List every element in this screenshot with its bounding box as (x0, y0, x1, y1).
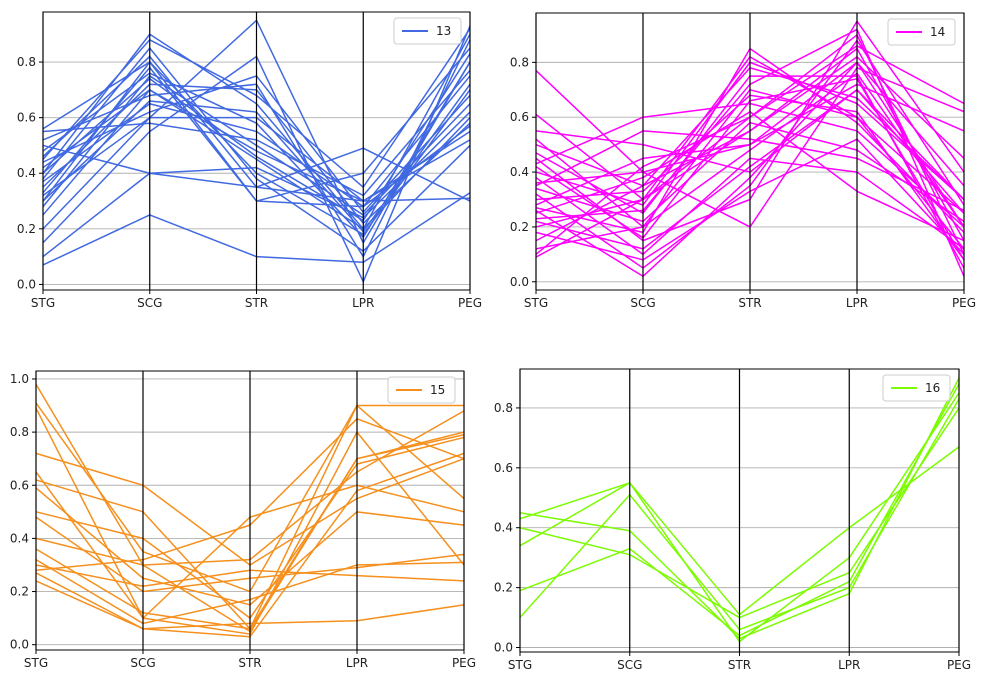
y-tick-label: 0.4 (10, 531, 29, 545)
x-tick-label: PEG (458, 296, 482, 310)
x-tick-label: LPR (352, 296, 374, 310)
y-tick-label: 0.0 (510, 275, 529, 289)
y-tick-label: 0.6 (494, 461, 513, 475)
chart-panel-16: 0.0 0.2 0.4 0.6 0.8 STG SCG STR LPR PEG 16 (490, 355, 983, 688)
x-tick-label: STG (24, 656, 48, 670)
x-tick-label: STR (245, 296, 268, 310)
parallel-chart-14: 0.0 0.2 0.4 0.6 0.8 STG SCG STR LPR PEG 14 (510, 12, 976, 310)
y-tick-label: 0.2 (17, 222, 36, 236)
x-tick-label: SCG (137, 296, 162, 310)
x-tick-label: SCG (617, 658, 642, 672)
y-tick-label: 0.6 (510, 110, 529, 124)
y-tick-label: 0.2 (10, 585, 29, 599)
y-tick-label: 0.6 (10, 478, 29, 492)
parallel-chart-15: 0.0 0.2 0.4 0.6 0.8 1.0 STG SCG STR LPR PEG 15 (10, 370, 476, 670)
x-tick-label: STR (738, 296, 761, 310)
y-tick-label: 0.8 (17, 55, 36, 69)
y-tick-label: 0.4 (17, 166, 36, 180)
x-tick-label: LPR (838, 658, 860, 672)
legend-label: 14 (930, 25, 945, 39)
y-tick-label: 0.2 (494, 581, 513, 595)
parallel-chart-16: 0.0 0.2 0.4 0.6 0.8 STG SCG STR LPR PEG 16 (494, 368, 971, 672)
y-tick-label: 0.4 (510, 165, 529, 179)
legend-label: 15 (430, 383, 445, 397)
x-tick-label: LPR (346, 656, 368, 670)
x-tick-label: PEG (947, 658, 971, 672)
y-tick-label: 0.8 (494, 401, 513, 415)
legend-label: 16 (925, 381, 940, 395)
x-tick-label: STR (728, 658, 751, 672)
chart-panel-15: 0.0 0.2 0.4 0.6 0.8 1.0 STG SCG STR LPR PEG 15 (0, 355, 490, 688)
x-tick-label: STG (524, 296, 548, 310)
x-tick-label: STG (31, 296, 55, 310)
x-tick-label: STR (238, 656, 261, 670)
x-tick-label: PEG (452, 656, 476, 670)
x-tick-label: STG (508, 658, 532, 672)
chart-panel-14: 0.0 0.2 0.4 0.6 0.8 STG SCG STR LPR PEG 14 (490, 0, 983, 340)
y-tick-label: 0.6 (17, 111, 36, 125)
y-tick-label: 0.0 (10, 638, 29, 652)
y-tick-label: 0.4 (494, 521, 513, 535)
legend-label: 13 (436, 24, 451, 38)
y-tick-label: 0.0 (17, 277, 36, 291)
y-tick-label: 0.0 (494, 641, 513, 655)
y-tick-label: 1.0 (10, 372, 29, 386)
y-tick-label: 0.2 (510, 220, 529, 234)
parallel-chart-13: 0.0 0.2 0.4 0.6 0.8 STG SCG STR LPR PEG 13 (17, 11, 482, 310)
y-tick-label: 0.8 (510, 55, 529, 69)
x-tick-label: SCG (630, 296, 655, 310)
x-tick-label: SCG (130, 656, 155, 670)
x-tick-label: PEG (952, 296, 976, 310)
x-tick-label: LPR (846, 296, 868, 310)
y-tick-label: 0.8 (10, 425, 29, 439)
chart-panel-13: 0.0 0.2 0.4 0.6 0.8 STG SCG STR LPR PEG 13 (0, 0, 490, 340)
